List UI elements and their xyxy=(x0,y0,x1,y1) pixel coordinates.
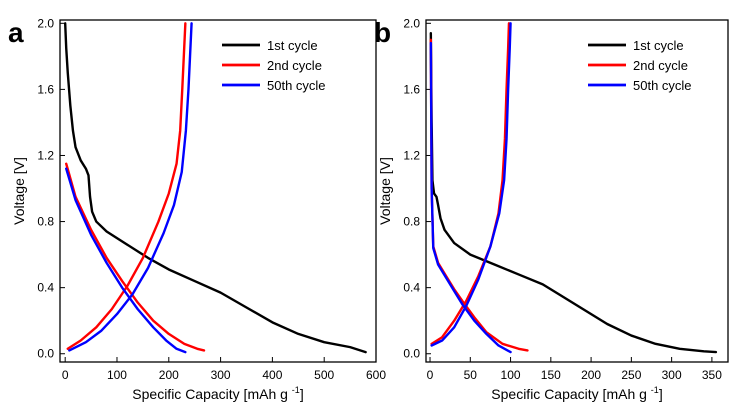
y-axis-label: Voltage [V] xyxy=(377,157,393,225)
panel-label: a xyxy=(8,17,24,48)
legend-label-1: 1st cycle xyxy=(633,38,684,53)
x-tick-label: 400 xyxy=(262,368,282,382)
x-tick-label: 600 xyxy=(366,368,386,382)
y-tick-label: 0.8 xyxy=(37,215,54,229)
x-tick-label: 100 xyxy=(501,368,521,382)
x-tick-label: 250 xyxy=(621,368,641,382)
series-line-2-segment-1 xyxy=(65,162,206,352)
y-tick-label: 1.6 xyxy=(37,82,54,96)
x-tick-label: 300 xyxy=(662,368,682,382)
y-tick-label: 2.0 xyxy=(37,16,54,30)
panel-label: b xyxy=(374,17,391,48)
x-tick-label: 0 xyxy=(62,368,69,382)
x-tick-label: 200 xyxy=(581,368,601,382)
legend-label-1: 1st cycle xyxy=(267,38,318,53)
x-axis-label: Specific Capacity [mAh g -1] xyxy=(132,385,303,402)
series-line-1-segment-1 xyxy=(63,22,367,354)
x-tick-label: 100 xyxy=(107,368,127,382)
x-tick-label: 350 xyxy=(702,368,722,382)
plot-frame xyxy=(425,19,729,363)
series-line-1-segment-1 xyxy=(429,32,718,354)
plot-frame xyxy=(59,19,377,363)
series-line-3-segment-2 xyxy=(68,22,193,352)
y-axis-label: Voltage [V] xyxy=(11,157,27,225)
x-axis-label: Specific Capacity [mAh g -1] xyxy=(491,385,662,402)
legend-label-2: 2nd cycle xyxy=(633,58,688,73)
y-tick-label: 0.0 xyxy=(37,347,54,361)
legend-label-3: 50th cycle xyxy=(267,78,326,93)
series-line-3-segment-1 xyxy=(429,41,512,354)
x-tick-label: 500 xyxy=(314,368,334,382)
y-tick-label: 1.2 xyxy=(403,148,420,162)
y-tick-label: 0.4 xyxy=(37,281,54,295)
y-tick-label: 1.2 xyxy=(37,148,54,162)
legend-label-3: 50th cycle xyxy=(633,78,692,93)
x-tick-label: 200 xyxy=(159,368,179,382)
y-tick-label: 0.8 xyxy=(403,215,420,229)
chart-panel-b: 0 50 100 150 200 250 300 350 0.0 0.4 0.8 1.2 1.6 2.0 S… xyxy=(374,16,729,402)
series-line-2-segment-1 xyxy=(429,38,529,352)
chart-panel-a: 0 100 200 300 400 500 600 0.0 0.4 0.8 1.2 1.6 2.0 Spe… xyxy=(8,16,386,402)
series-line-3-segment-2 xyxy=(430,22,512,347)
x-tick-label: 0 xyxy=(427,368,434,382)
y-tick-label: 2.0 xyxy=(403,16,420,30)
x-tick-label: 50 xyxy=(464,368,478,382)
x-tick-label: 150 xyxy=(541,368,561,382)
legend-label-2: 2nd cycle xyxy=(267,58,322,73)
series-line-2-segment-2 xyxy=(66,22,187,350)
x-tick-label: 300 xyxy=(211,368,231,382)
y-tick-label: 0.0 xyxy=(403,347,420,361)
y-tick-label: 0.4 xyxy=(403,281,420,295)
y-tick-label: 1.6 xyxy=(403,82,420,96)
